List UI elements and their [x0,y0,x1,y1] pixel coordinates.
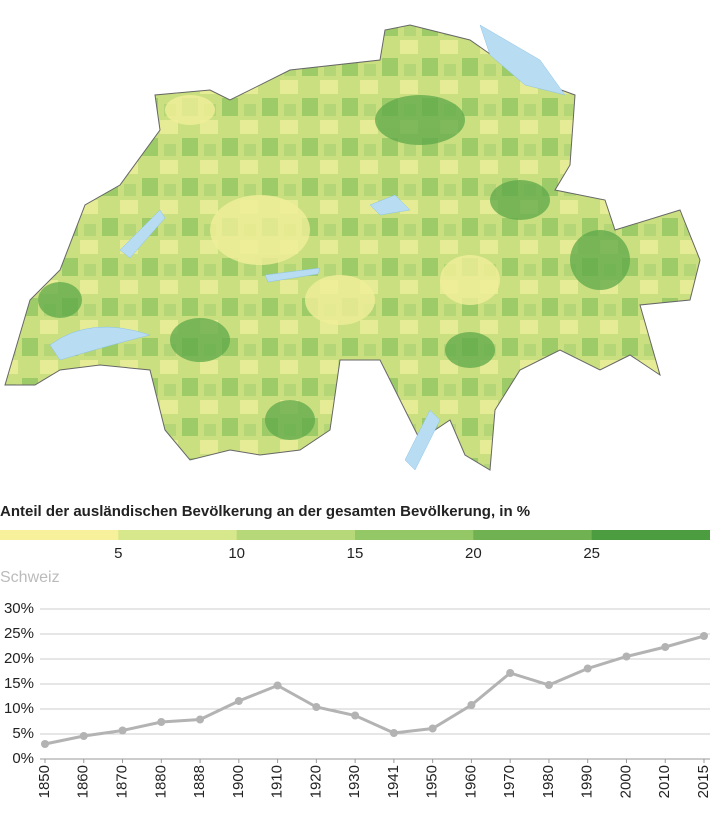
y-tick-label: 0% [12,750,34,767]
legend-tick-label: 25 [583,545,600,562]
y-tick-label: 25% [4,625,34,642]
data-point [312,703,321,711]
data-point [351,711,360,720]
data-point [273,681,282,690]
y-tick-label: 5% [12,725,34,742]
x-tick-label: 1970 [501,765,518,798]
x-tick-label: 1990 [579,765,596,798]
dense-regions [38,95,630,440]
legend-swatch [591,530,710,540]
light-regions [165,95,500,325]
x-tick-label: 2000 [617,765,634,798]
legend-swatch [0,530,119,540]
x-tick-label: 1870 [113,765,130,798]
y-tick-label: 10% [4,700,34,717]
y-tick-label: 15% [4,675,34,692]
data-point [428,724,437,733]
y-tick-label: 20% [4,650,34,667]
country-outline [4,24,701,471]
legend-tick-label: 5 [114,545,122,562]
legend-title: Anteil der ausländischen Bevölkerung an … [0,503,530,520]
data-point [622,652,631,661]
legend-swatch [236,530,356,540]
x-tick-label: 2015 [695,765,710,798]
data-point [41,740,49,748]
legend-swatch [118,530,238,540]
data-point [700,632,708,640]
x-tick-label: 1941 [385,765,402,798]
chart-title: Schweiz [0,569,60,586]
lakes [49,24,566,471]
data-point [234,697,243,705]
x-tick-label: 1860 [75,765,92,798]
data-point [583,664,592,673]
x-tick-label: 1888 [191,765,208,798]
data-point [79,732,88,740]
x-tick-label: 1960 [462,765,479,798]
x-tick-label: 1850 [36,765,53,798]
x-tick-label: 1950 [424,765,441,798]
data-point [467,701,476,709]
data-point [157,718,166,726]
x-tick-label: 2010 [656,765,673,798]
data-point [506,669,515,677]
x-tick-label: 1910 [269,765,286,798]
data-point [118,726,127,735]
legend-tick-label: 10 [228,545,245,562]
data-point [661,643,670,651]
legend-tick-label: 20 [465,545,482,562]
x-tick-label: 1930 [346,765,363,798]
data-point [544,681,553,689]
legend-swatch [355,530,474,540]
data-point [389,729,398,737]
x-tick-label: 1900 [230,765,247,798]
legend-swatch [473,530,593,540]
x-tick-label: 1920 [307,765,324,798]
data-point [196,715,205,724]
series-line [44,634,705,746]
x-tick-label: 1880 [152,765,169,798]
y-tick-label: 30% [4,600,34,617]
map [4,24,701,471]
legend-tick-label: 15 [347,545,364,562]
x-tick-label: 1980 [540,765,557,798]
